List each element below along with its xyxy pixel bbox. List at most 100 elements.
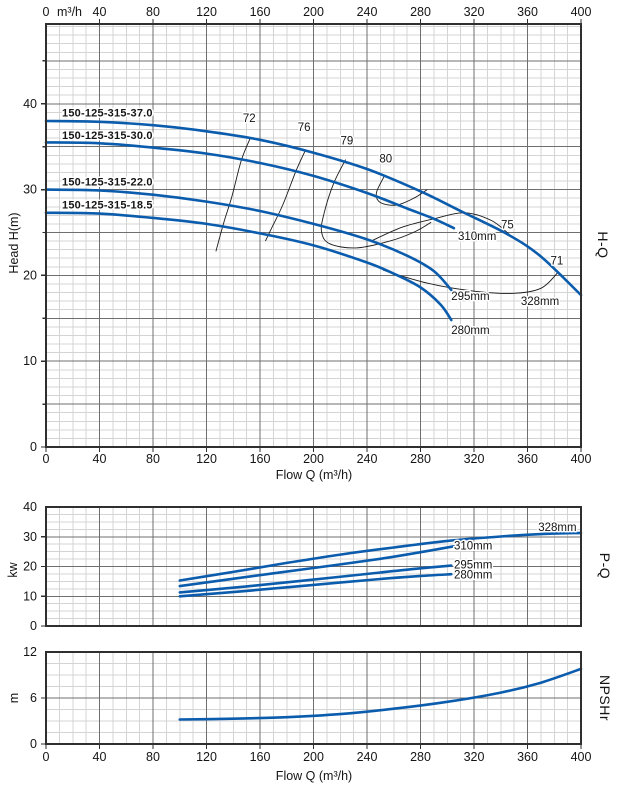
hq-x-tick-40: 40 [93,452,107,466]
npshr-x-tick-40: 40 [93,750,107,764]
npshr-curve-NPSHr [178,667,583,721]
hq-curve-328mm [44,119,583,297]
pq-side-label: P-Q [597,552,613,580]
pq-y-axis-title: kw [6,562,20,578]
pq-y-tick-10: 10 [23,589,37,603]
npshr-grid-major [46,652,581,744]
npshr-x-tick-160: 160 [250,750,271,764]
efficiency-contour-71 [382,269,559,294]
npshr-x-tick-320: 320 [464,750,485,764]
hq-y-tick-30: 30 [23,183,37,197]
top-axis-tick-400: 400 [571,5,592,19]
hq-y-tick-20: 20 [23,268,37,282]
npshr-x-tick-240: 240 [357,750,378,764]
pq-y-tick-40: 40 [23,500,37,514]
hq-curve-295mm [44,188,453,292]
efficiency-label-79: 79 [341,136,354,148]
npshr-x-tick-80: 80 [146,750,160,764]
pq-diameter-label-280mm: 280mm [454,570,492,582]
hq-side-label: H-Q [595,231,611,259]
pq-curve-310mm [178,545,456,588]
npshr-x-tick-280: 280 [410,750,431,764]
pq-y-tick-30: 30 [23,530,37,544]
npshr-x-axis-title: Flow Q (m³/h) [275,769,353,783]
npshr-y-axis-title: m [7,692,21,704]
hq-y-tick-0: 0 [30,440,37,454]
top-axis-tick-360: 360 [517,5,538,19]
npshr-y-tick-0: 0 [30,737,37,751]
npshr-y-tick-12: 12 [23,645,37,659]
pq-tick-labels: 0 10 20 30 40 [23,500,37,633]
efficiency-label-75: 75 [501,220,514,232]
hq-y-tick-40: 40 [23,97,37,111]
efficiency-contour-75 [370,212,511,242]
pq-y-tick-20: 20 [23,560,37,574]
top-axis-tick-80: 80 [146,5,160,19]
npshr-x-tick-200: 200 [303,750,324,764]
efficiency-contour-72 [215,137,252,252]
top-axis-tick-120: 120 [196,5,217,19]
hq-diameter-label-295mm: 295mm [451,291,489,303]
hq-x-tick-160: 160 [250,452,271,466]
pq-curve-295mm [178,564,453,594]
model-label-150-125-315-18.5: 150-125-315-18.5 [62,199,153,211]
npshr-plot-border [45,651,582,745]
top-axis-tick-280: 280 [410,5,431,19]
top-axis-tick-240: 240 [357,5,378,19]
pq-diameter-label-295mm: 295mm [454,560,492,572]
hq-x-tick-400: 400 [571,452,592,466]
npshr-x-tick-360: 360 [517,750,538,764]
pq-curve-328mm [178,531,583,582]
efficiency-contour-79 [320,159,432,249]
pq-y-tick-0: 0 [30,619,37,633]
pq-plot-border [45,506,582,627]
efficiency-contour-76 [264,149,306,242]
pq-diameter-label-310mm: 310mm [454,541,492,553]
efficiency-label-72: 72 [243,113,256,125]
npshr-side-label: NPSHr [597,674,613,722]
model-label-150-125-315-22.0: 150-125-315-22.0 [62,176,153,188]
top-axis-unit: m³/h [57,5,82,19]
hq-plot-border [45,23,582,448]
top-axis-tick-320: 320 [464,5,485,19]
hq-x-tick-0: 0 [43,452,50,466]
hq-x-tick-80: 80 [146,452,160,466]
efficiency-label-80: 80 [379,154,392,166]
hq-diameter-label-328mm: 328mm [521,296,559,308]
model-label-150-125-315-37.0: 150-125-315-37.0 [62,108,153,120]
hq-x-tick-240: 240 [357,452,378,466]
hq-y-axis-title: Head H(m) [7,212,21,274]
top-axis-tick-200: 200 [303,5,324,19]
pq-curve-280mm [178,572,453,598]
efficiency-contour-80 [375,175,428,206]
top-axis-tick-160: 160 [250,5,271,19]
npshr-x-tick-0: 0 [43,750,50,764]
hq-diameter-label-310mm: 310mm [458,231,496,243]
hq-x-tick-360: 360 [517,452,538,466]
hq-x-tick-200: 200 [303,452,324,466]
efficiency-label-76: 76 [298,122,311,134]
hq-y-tick-10: 10 [23,354,37,368]
pq-diameter-label-328mm: 328mm [538,522,576,534]
npshr-x-tick-400: 400 [571,750,592,764]
hq-x-tick-280: 280 [410,452,431,466]
hq-x-axis-title: Flow Q (m³/h) [275,468,353,482]
hq-x-tick-120: 120 [196,452,217,466]
hq-curve-310mm [44,141,456,230]
hq-x-tick-320: 320 [464,452,485,466]
efficiency-label-71: 71 [551,256,564,268]
npshr-y-tick-6: 6 [30,691,37,705]
top-axis-tick-40: 40 [93,5,107,19]
model-label-150-125-315-30.0: 150-125-315-30.0 [62,130,153,142]
top-axis-zero: 0 [43,5,50,19]
hq-diameter-label-280mm: 280mm [451,325,489,337]
hq-curve-280mm [44,211,453,322]
npshr-x-tick-120: 120 [196,750,217,764]
